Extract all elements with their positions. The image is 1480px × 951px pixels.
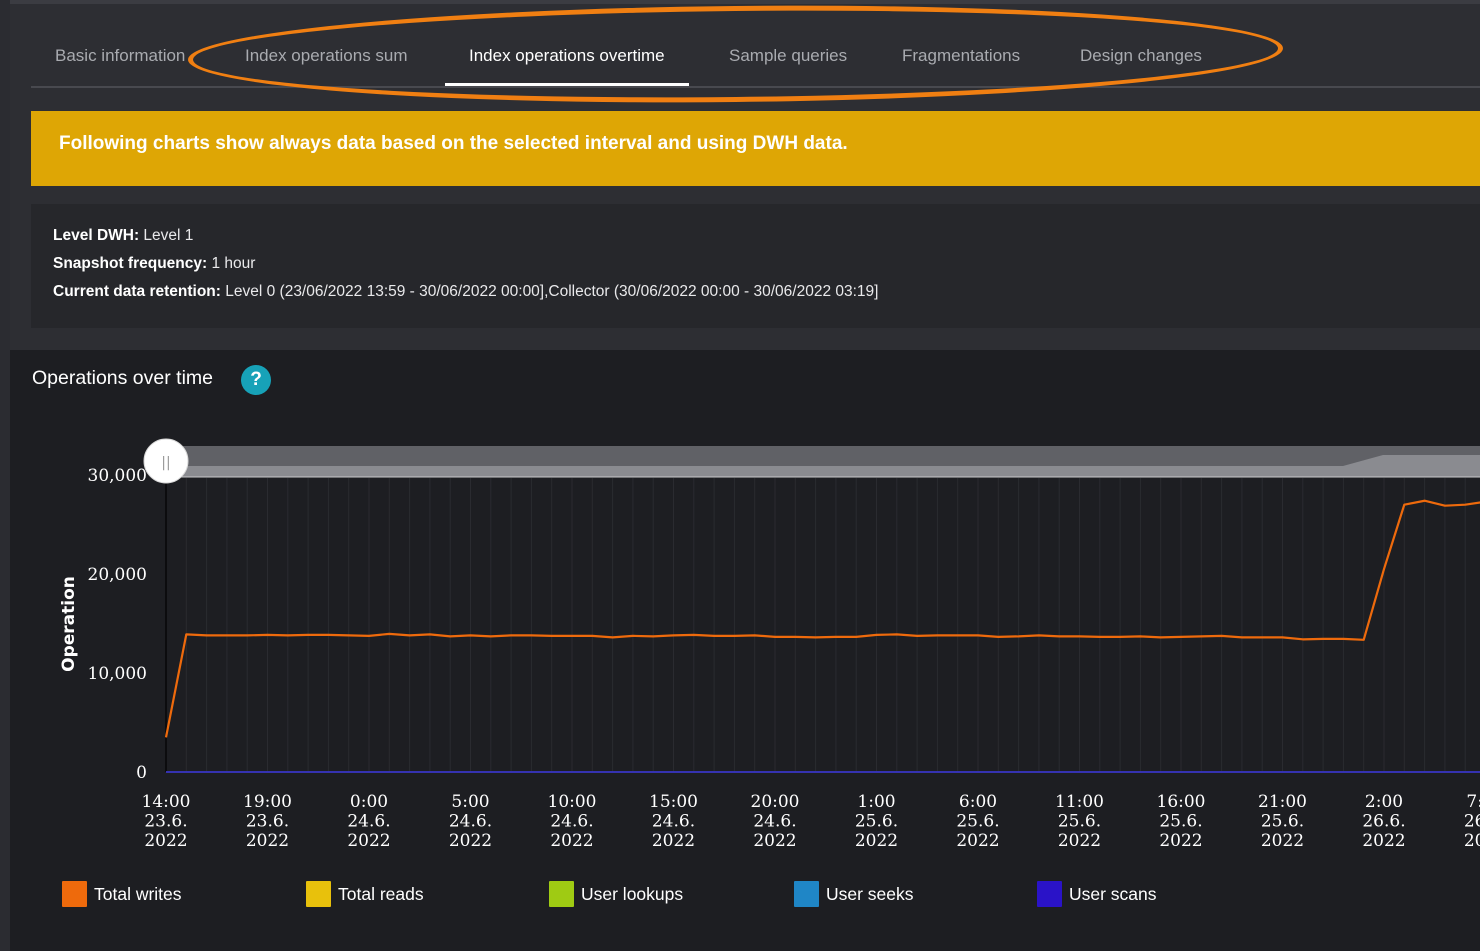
x-tick-label: 10:00 24.6. 2022 xyxy=(548,792,597,851)
chart-title: Operations over time xyxy=(32,367,213,389)
level-dwh-row: Level DWH: Level 1 xyxy=(53,226,1480,254)
x-tick-label: 15:00 24.6. 2022 xyxy=(649,792,698,851)
legend-swatch-user-lookups xyxy=(549,881,574,907)
data-retention-value: Level 0 (23/06/2022 13:59 - 30/06/2022 0… xyxy=(220,283,879,300)
x-tick-label: 16:00 25.6. 2022 xyxy=(1157,792,1206,851)
x-tick-label: 2:00 26.6. 2022 xyxy=(1362,792,1405,851)
data-retention-row: Current data retention: Level 0 (23/06/2… xyxy=(53,282,1480,310)
tab-bar: Basic information Index operations sum I… xyxy=(31,28,1480,88)
snapshot-frequency-row: Snapshot frequency: 1 hour xyxy=(53,254,1480,282)
x-tick-label: 19:00 23.6. 2022 xyxy=(243,792,292,851)
dwh-info-box: Level DWH: Level 1 Snapshot frequency: 1… xyxy=(31,204,1480,328)
snapshot-frequency-label: Snapshot frequency: xyxy=(53,255,208,272)
navigator-handle-grip-icon[interactable]: || xyxy=(161,455,170,471)
legend-swatch-total-reads xyxy=(306,881,331,907)
level-dwh-value: Level 1 xyxy=(139,227,194,244)
navigator-series-fill xyxy=(166,455,1480,477)
x-tick-label: 6:00 25.6. 2022 xyxy=(956,792,999,851)
y-axis-title: Operation xyxy=(59,576,79,672)
tab-design-changes[interactable]: Design changes xyxy=(1080,46,1202,65)
tab-index-operations-overtime[interactable]: Index operations overtime xyxy=(445,28,689,86)
legend-label-total-writes: Total writes xyxy=(94,884,182,904)
x-tick-label: 5:00 24.6. 2022 xyxy=(449,792,492,851)
level-dwh-label: Level DWH: xyxy=(53,227,140,244)
x-tick-label: 14:00 23.6. 2022 xyxy=(142,792,191,851)
legend-label-total-reads: Total reads xyxy=(338,884,424,904)
x-tick-label: 1:00 25.6. 2022 xyxy=(855,792,898,851)
x-tick-label: 21:00 25.6. 2022 xyxy=(1258,792,1307,851)
legend-label-user-scans: User scans xyxy=(1069,884,1157,904)
legend-swatch-user-scans xyxy=(1037,881,1062,907)
tab-sample-queries[interactable]: Sample queries xyxy=(729,46,848,65)
y-tick-label: 30,000 xyxy=(88,466,147,486)
y-tick-label: 0 xyxy=(136,763,147,783)
legend-swatch-total-writes xyxy=(62,881,87,907)
series-line-total-writes xyxy=(164,499,1480,738)
x-tick-label: 20:00 24.6. 2022 xyxy=(751,792,800,851)
navigator-handle xyxy=(143,438,189,484)
legend-label-user-seeks: User seeks xyxy=(826,884,914,904)
x-tick-label: 0:00 24.6. 2022 xyxy=(347,792,390,851)
tab-fragmentations[interactable]: Fragmentations xyxy=(902,46,1021,65)
snapshot-frequency-value: 1 hour xyxy=(207,255,256,272)
tab-basic-information[interactable]: Basic information xyxy=(55,46,186,65)
help-question-icon[interactable]: ? xyxy=(241,365,271,395)
tab-index-operations-sum[interactable]: Index operations sum xyxy=(245,46,408,65)
x-tick-label: 11:00 25.6. 2022 xyxy=(1055,792,1104,851)
info-banner: Following charts show always data based … xyxy=(31,111,1480,186)
legend-swatch-user-seeks xyxy=(794,881,819,907)
y-tick-label: 20,000 xyxy=(88,565,147,585)
y-tick-label: 10,000 xyxy=(88,664,147,684)
legend-label-user-lookups: User lookups xyxy=(581,884,684,904)
data-retention-label: Current data retention: xyxy=(53,283,221,300)
